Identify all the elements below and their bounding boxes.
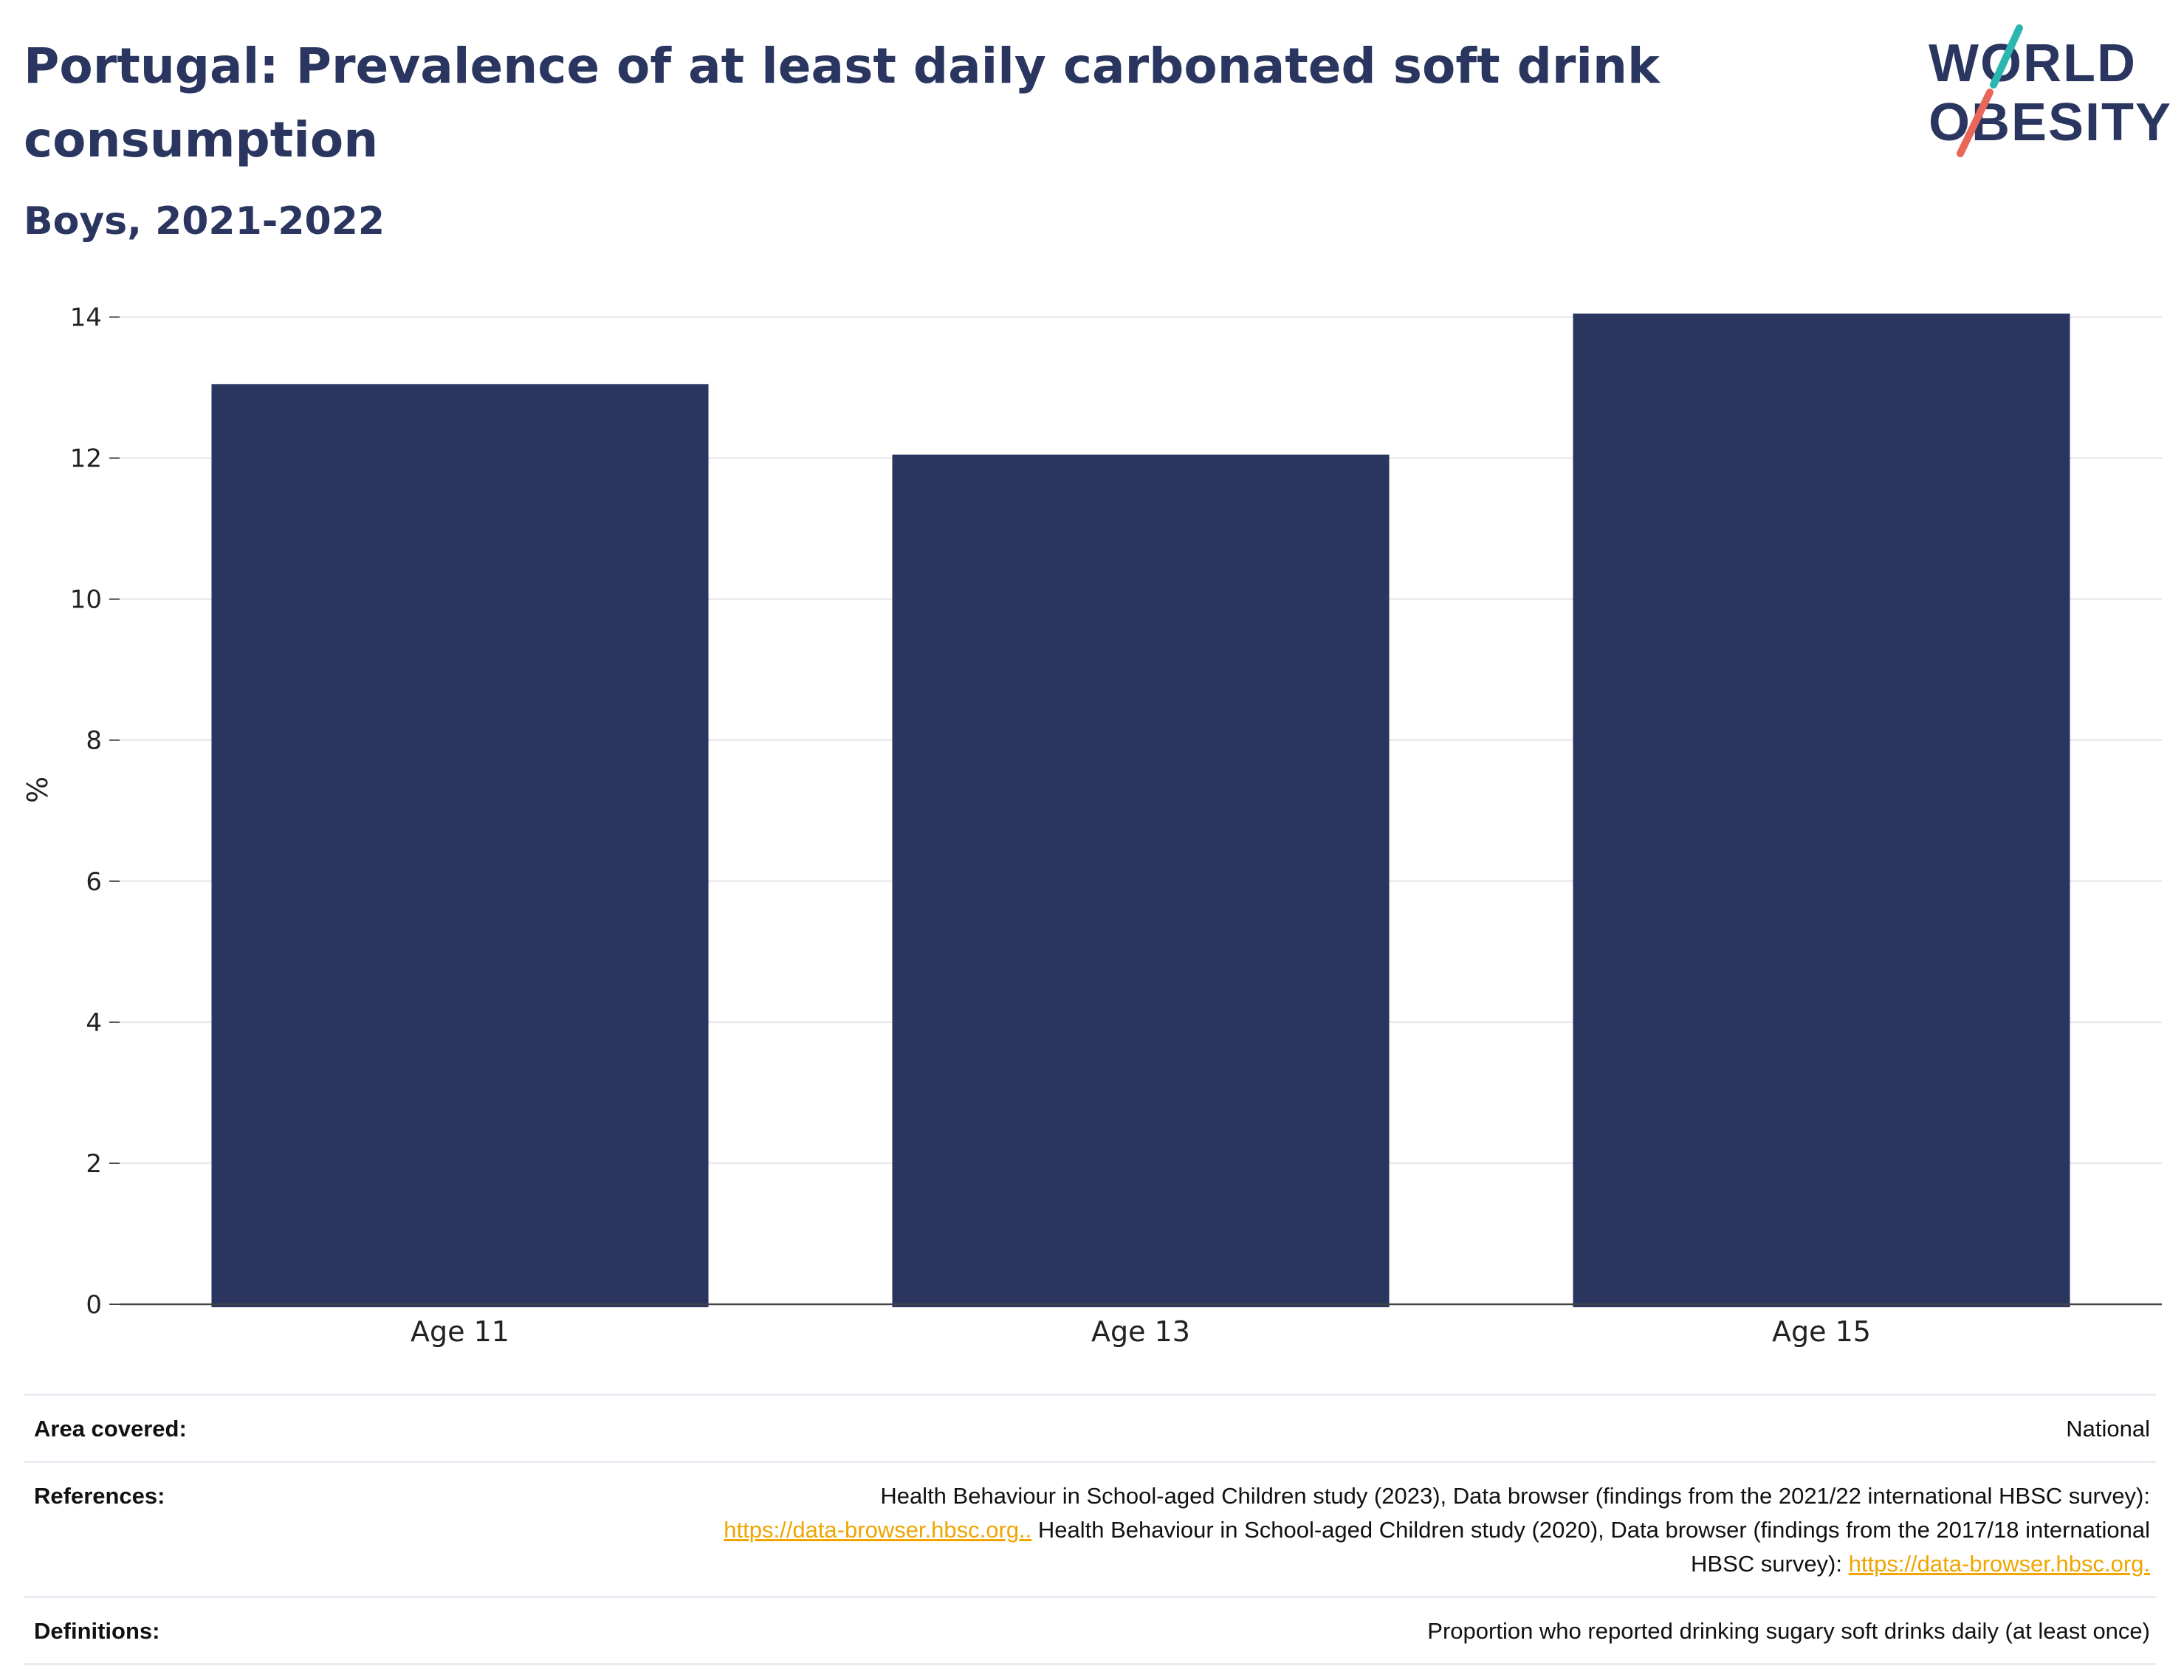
- x-tick-label: Age 13: [1091, 1315, 1190, 1348]
- chart-svg: 0 2 4 6 8 10 12 14 Age 11 Age 13 Age 15 %: [21, 303, 2162, 1348]
- bar: [1573, 313, 2070, 1307]
- y-tick-label: 6: [86, 867, 102, 897]
- y-tick-label: 2: [86, 1149, 102, 1179]
- bar: [892, 454, 1390, 1307]
- chart-title: Portugal: Prevalence of at least daily c…: [24, 38, 1660, 168]
- references-text-1: Health Behaviour in School-aged Children…: [880, 1483, 2150, 1509]
- reference-link-1[interactable]: https://data-browser.hbsc.org..: [724, 1517, 1032, 1543]
- axes: 0 2 4 6 8 10 12 14 Age 11 Age 13 Age 15: [70, 303, 2162, 1348]
- chart-subtitle: Boys, 2021-2022: [24, 199, 385, 244]
- y-tick-label: 4: [86, 1008, 102, 1038]
- world-obesity-logo: WORLD OBESITY: [1920, 22, 2171, 162]
- y-tick-label: 8: [86, 726, 102, 756]
- y-axis-title: %: [21, 777, 54, 803]
- y-tick-label: 14: [70, 303, 102, 333]
- definitions-value: Proportion who reported drinking sugary …: [1427, 1618, 2150, 1644]
- y-tick-label: 10: [70, 585, 102, 615]
- info-row-definitions: Definitions: Proportion who reported dri…: [24, 1596, 2156, 1665]
- info-row-area: Area covered: National: [24, 1394, 2156, 1461]
- info-row-references: References: Health Behaviour in School-a…: [24, 1461, 2156, 1596]
- logo-line1: WORLD: [1929, 34, 2137, 93]
- references-text-2: Health Behaviour in School-aged Children…: [1031, 1517, 2150, 1577]
- references-value: Health Behaviour in School-aged Children…: [673, 1479, 2156, 1581]
- definitions-label: Definitions:: [34, 1618, 160, 1644]
- bar-chart: 0 2 4 6 8 10 12 14 Age 11 Age 13 Age 15 %: [0, 280, 2184, 1373]
- info-table: Area covered: National References: Healt…: [24, 1394, 2156, 1665]
- area-label: Area covered:: [34, 1416, 187, 1442]
- logo-slash-teal: [1990, 24, 2023, 89]
- reference-link-2[interactable]: https://data-browser.hbsc.org.: [1848, 1551, 2150, 1577]
- bar: [211, 384, 709, 1307]
- logo-slash-coral: [1957, 89, 1994, 157]
- y-tick-label: 12: [70, 444, 102, 474]
- y-tick-label: 0: [86, 1290, 102, 1320]
- bars: [211, 313, 2070, 1307]
- x-tick-label: Age 11: [411, 1315, 509, 1348]
- x-tick-label: Age 15: [1772, 1315, 1871, 1348]
- references-label: References:: [34, 1483, 165, 1509]
- area-value: National: [2066, 1416, 2150, 1442]
